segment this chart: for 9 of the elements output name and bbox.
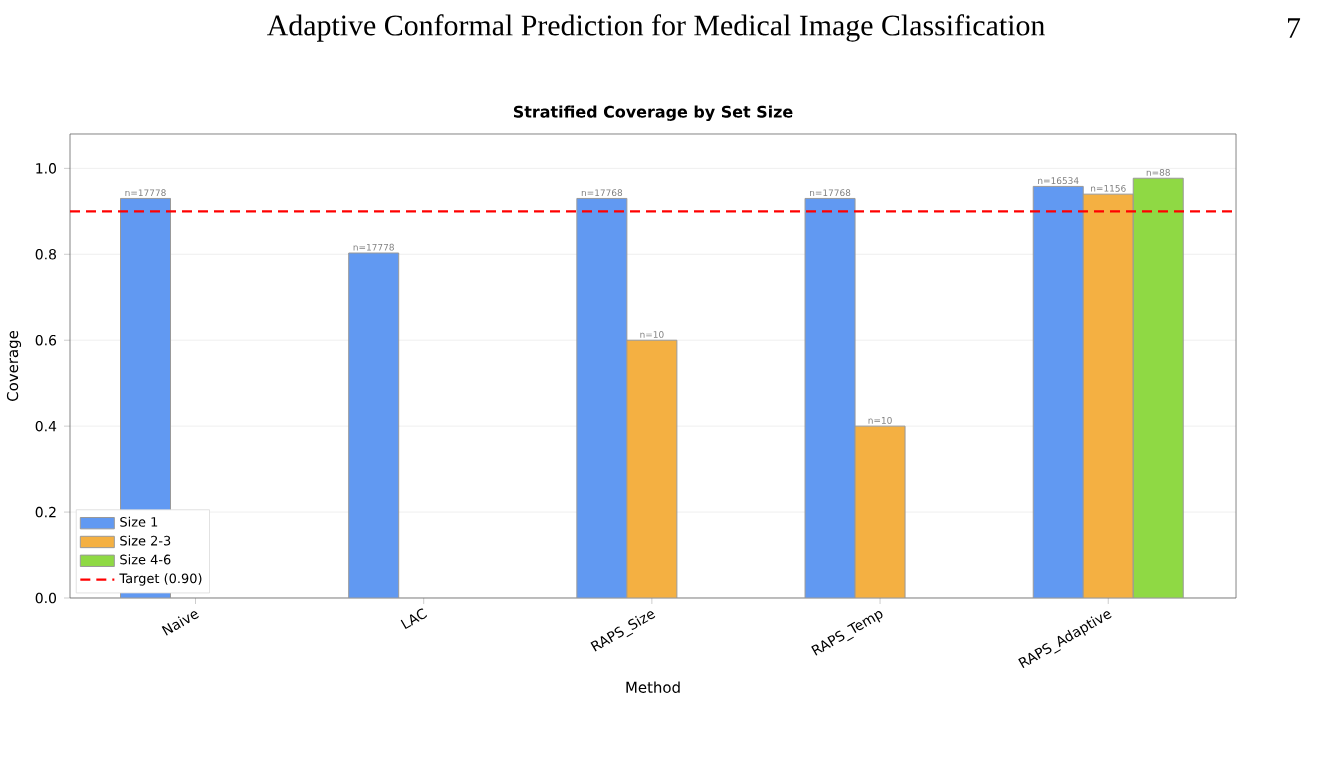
bar: [348, 252, 400, 598]
bar: [626, 339, 678, 598]
bar: [1082, 193, 1134, 598]
bar: [804, 197, 856, 598]
bar: [854, 425, 906, 598]
text: 7: [1288, 18, 1301, 38]
bar: [1032, 185, 1084, 598]
bar: [576, 197, 628, 598]
text: Adaptive Conformal Prediction for Medical Image Classification: [267, 14, 1045, 42]
